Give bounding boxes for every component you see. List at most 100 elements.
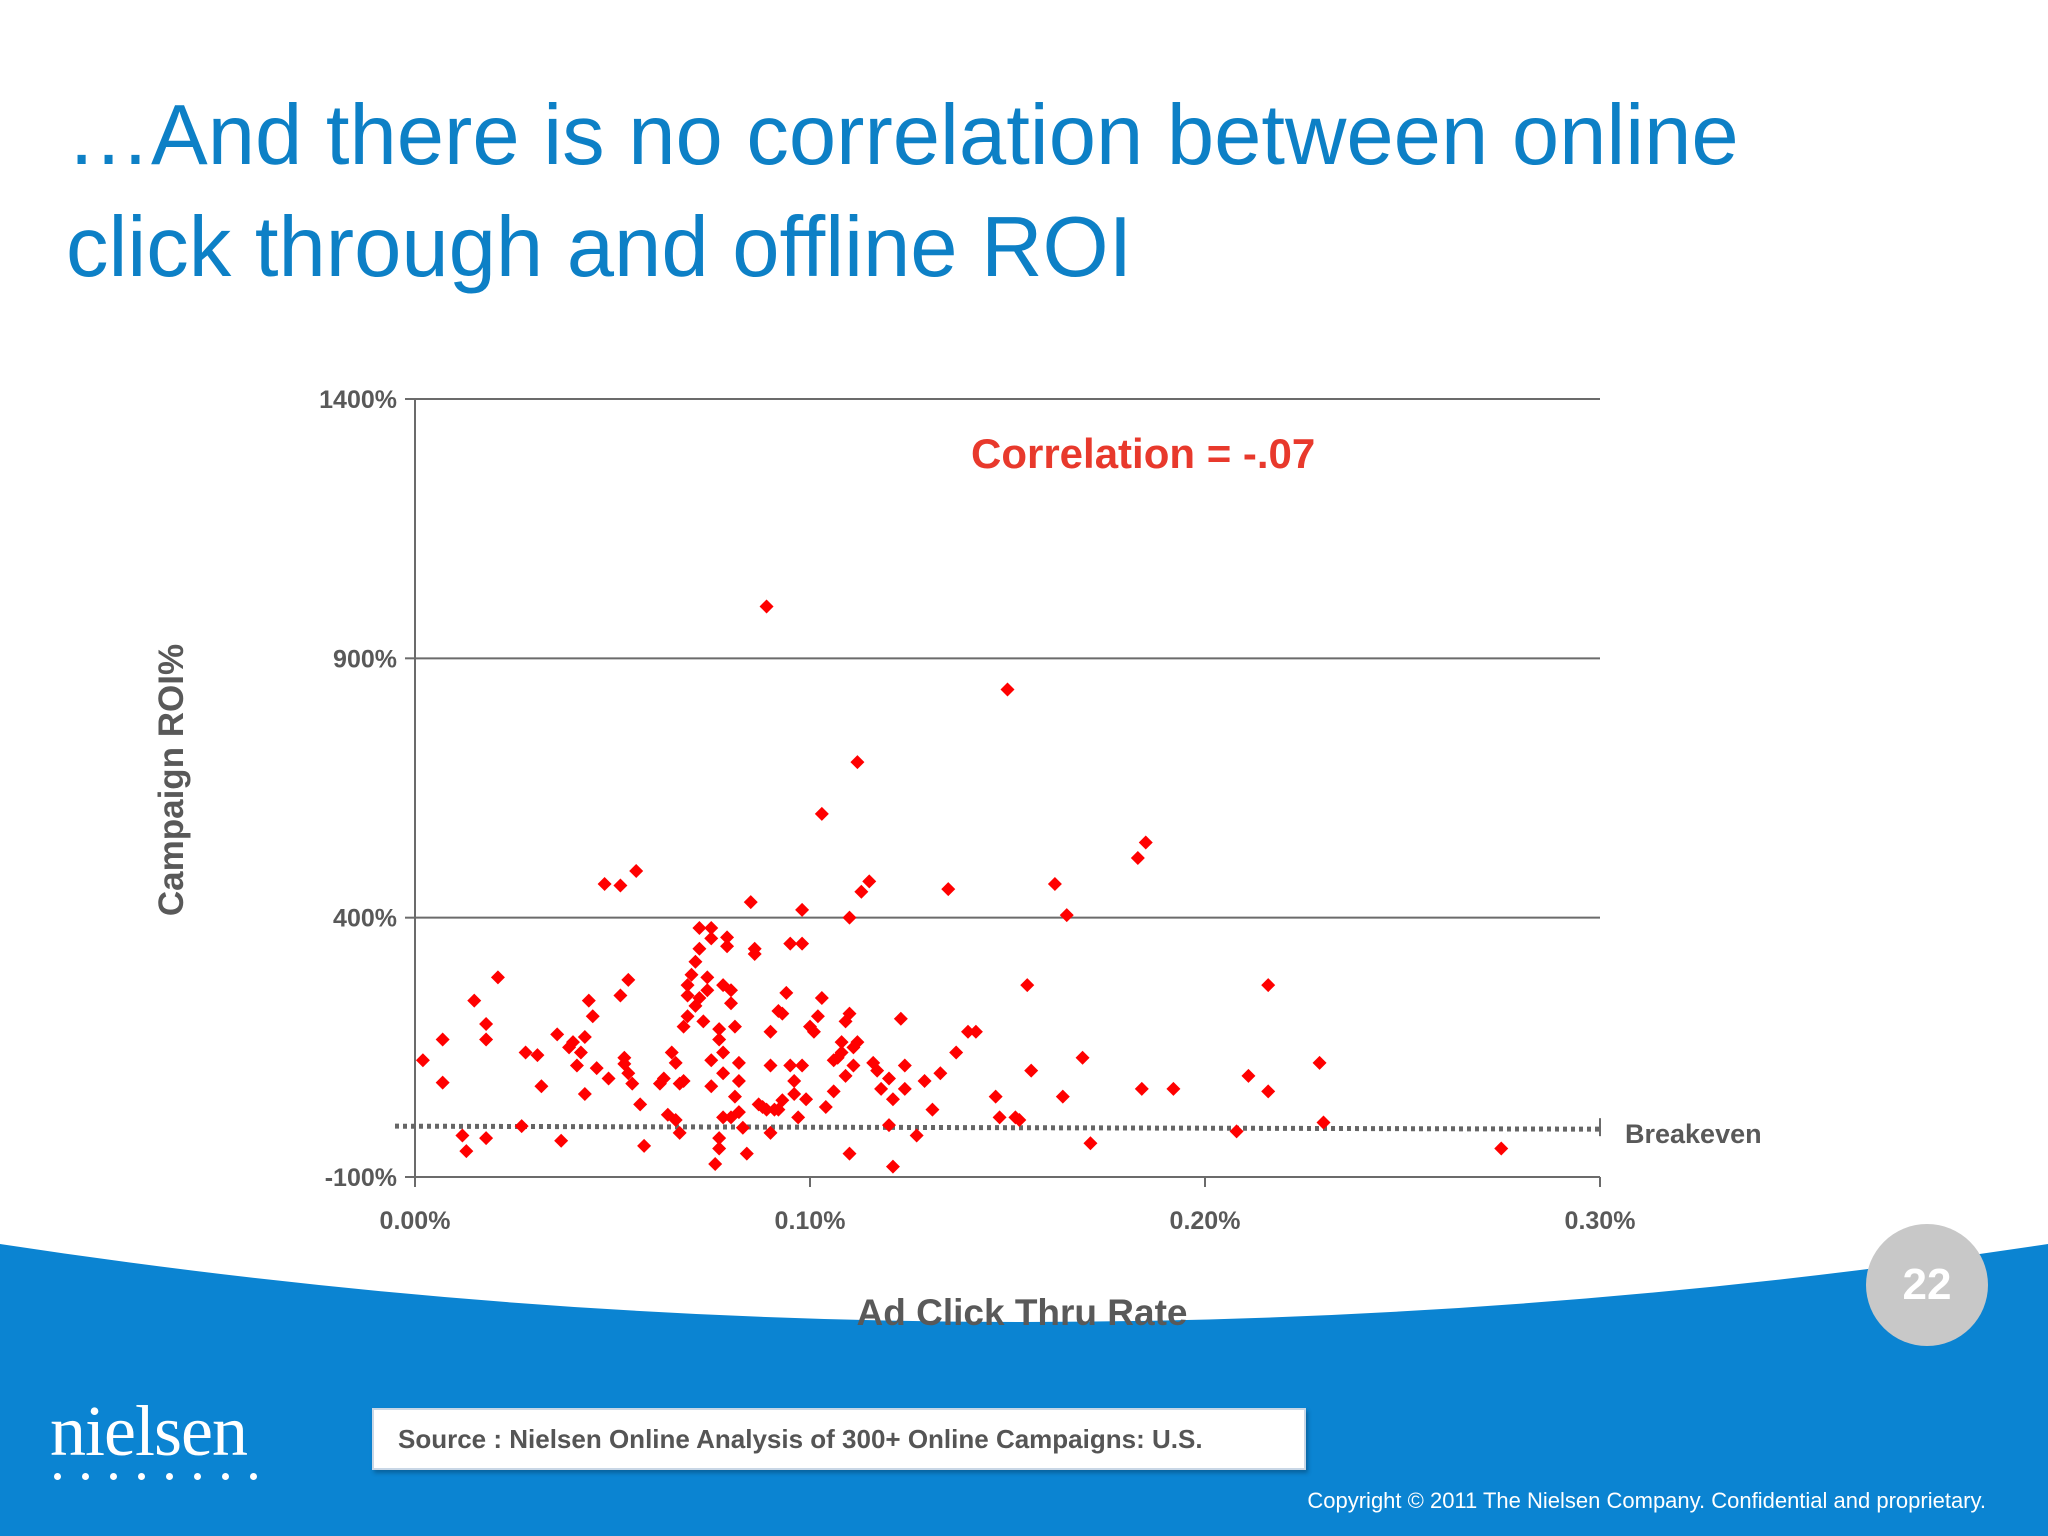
data-point bbox=[961, 1024, 975, 1039]
data-point bbox=[795, 1058, 810, 1073]
data-point bbox=[435, 1032, 450, 1047]
data-point bbox=[1083, 1136, 1098, 1151]
data-point bbox=[613, 878, 628, 893]
breakeven-line bbox=[394, 1123, 1601, 1132]
data-point bbox=[712, 1141, 727, 1156]
data-point bbox=[530, 1048, 545, 1063]
data-point bbox=[724, 983, 738, 998]
data-point bbox=[783, 936, 798, 951]
data-point bbox=[925, 1102, 940, 1117]
data-point bbox=[842, 1006, 857, 1021]
data-point bbox=[467, 993, 482, 1008]
data-point bbox=[720, 930, 735, 945]
data-point bbox=[613, 988, 628, 1003]
data-point bbox=[779, 985, 794, 1000]
data-point bbox=[949, 1045, 964, 1060]
data-point bbox=[834, 1035, 849, 1050]
data-point bbox=[716, 1045, 731, 1060]
data-point bbox=[664, 1045, 679, 1060]
x-tick-label: 0.20% bbox=[1170, 1207, 1241, 1235]
data-point bbox=[1316, 1115, 1331, 1130]
data-point bbox=[712, 1032, 727, 1047]
data-point bbox=[799, 1092, 814, 1107]
data-point bbox=[1024, 1063, 1039, 1078]
data-point bbox=[988, 1089, 1003, 1104]
data-point bbox=[775, 1006, 790, 1021]
data-point bbox=[1020, 978, 1035, 993]
data-point bbox=[1012, 1112, 1027, 1127]
data-point bbox=[700, 970, 715, 985]
nielsen-logo: nielsen bbox=[50, 1395, 257, 1480]
data-point bbox=[676, 1019, 691, 1034]
data-point bbox=[633, 1097, 648, 1112]
data-point bbox=[637, 1138, 652, 1153]
x-tick-label: 0.30% bbox=[1565, 1207, 1636, 1235]
title-line-2: click through and offline ROI bbox=[66, 200, 1133, 295]
data-point bbox=[747, 946, 762, 961]
data-point bbox=[716, 1110, 731, 1125]
data-point bbox=[795, 902, 810, 917]
data-point bbox=[680, 1009, 695, 1024]
data-point bbox=[933, 1066, 948, 1081]
data-point bbox=[700, 983, 715, 998]
data-point bbox=[743, 895, 758, 910]
data-point bbox=[708, 1157, 723, 1172]
x-tick-label: 0.10% bbox=[775, 1207, 846, 1235]
data-point bbox=[731, 1074, 746, 1089]
data-point bbox=[846, 1058, 861, 1073]
data-point bbox=[810, 1009, 825, 1024]
data-point bbox=[874, 1081, 889, 1096]
data-point bbox=[882, 1118, 896, 1133]
data-point bbox=[684, 967, 699, 982]
data-point bbox=[1134, 1081, 1149, 1096]
data-point bbox=[1000, 682, 1015, 697]
data-point bbox=[735, 1120, 750, 1135]
y-tick-label: 400% bbox=[333, 905, 397, 933]
data-point bbox=[566, 1035, 580, 1050]
data-point bbox=[1130, 851, 1145, 866]
data-point bbox=[1138, 835, 1153, 850]
data-point bbox=[704, 931, 719, 946]
data-point bbox=[992, 1110, 1007, 1125]
data-point bbox=[731, 1105, 746, 1120]
data-point bbox=[479, 1131, 494, 1146]
data-point bbox=[759, 599, 774, 614]
data-point bbox=[585, 1009, 600, 1024]
y-axis-title: Campaign ROI% bbox=[152, 643, 191, 917]
data-point bbox=[720, 939, 735, 954]
data-point bbox=[712, 1022, 727, 1037]
data-point bbox=[716, 1066, 731, 1081]
data-point bbox=[724, 996, 738, 1011]
data-point bbox=[783, 1058, 798, 1073]
data-point bbox=[601, 1071, 616, 1086]
data-point bbox=[763, 1024, 778, 1039]
data-point bbox=[795, 936, 810, 951]
data-point bbox=[625, 1076, 640, 1091]
data-point bbox=[704, 921, 719, 936]
x-axis-title-text: Ad Click Thru Rate bbox=[856, 1292, 1188, 1333]
data-point bbox=[850, 1035, 865, 1050]
data-point bbox=[775, 1093, 790, 1108]
data-point bbox=[554, 1133, 569, 1148]
data-point bbox=[704, 1053, 719, 1068]
data-point bbox=[882, 1071, 896, 1086]
data-point bbox=[787, 1087, 802, 1102]
data-point bbox=[1261, 978, 1276, 993]
data-point bbox=[862, 874, 877, 889]
data-point bbox=[727, 1019, 742, 1034]
data-point bbox=[692, 921, 707, 936]
data-point bbox=[1241, 1068, 1256, 1083]
data-point bbox=[909, 1128, 924, 1143]
data-point bbox=[850, 755, 865, 770]
x-tick-label: 0.00% bbox=[380, 1207, 451, 1235]
data-point bbox=[727, 1089, 742, 1104]
page-number-badge: 22 bbox=[1866, 1224, 1988, 1346]
data-point bbox=[968, 1024, 983, 1039]
data-point bbox=[854, 884, 869, 899]
breakeven-line-group bbox=[394, 1118, 1601, 1137]
data-point bbox=[834, 1045, 849, 1060]
data-point bbox=[917, 1074, 932, 1089]
data-point bbox=[415, 1053, 430, 1068]
data-point bbox=[941, 882, 956, 897]
correlation-annotation: Correlation = -.07 bbox=[971, 430, 1315, 477]
